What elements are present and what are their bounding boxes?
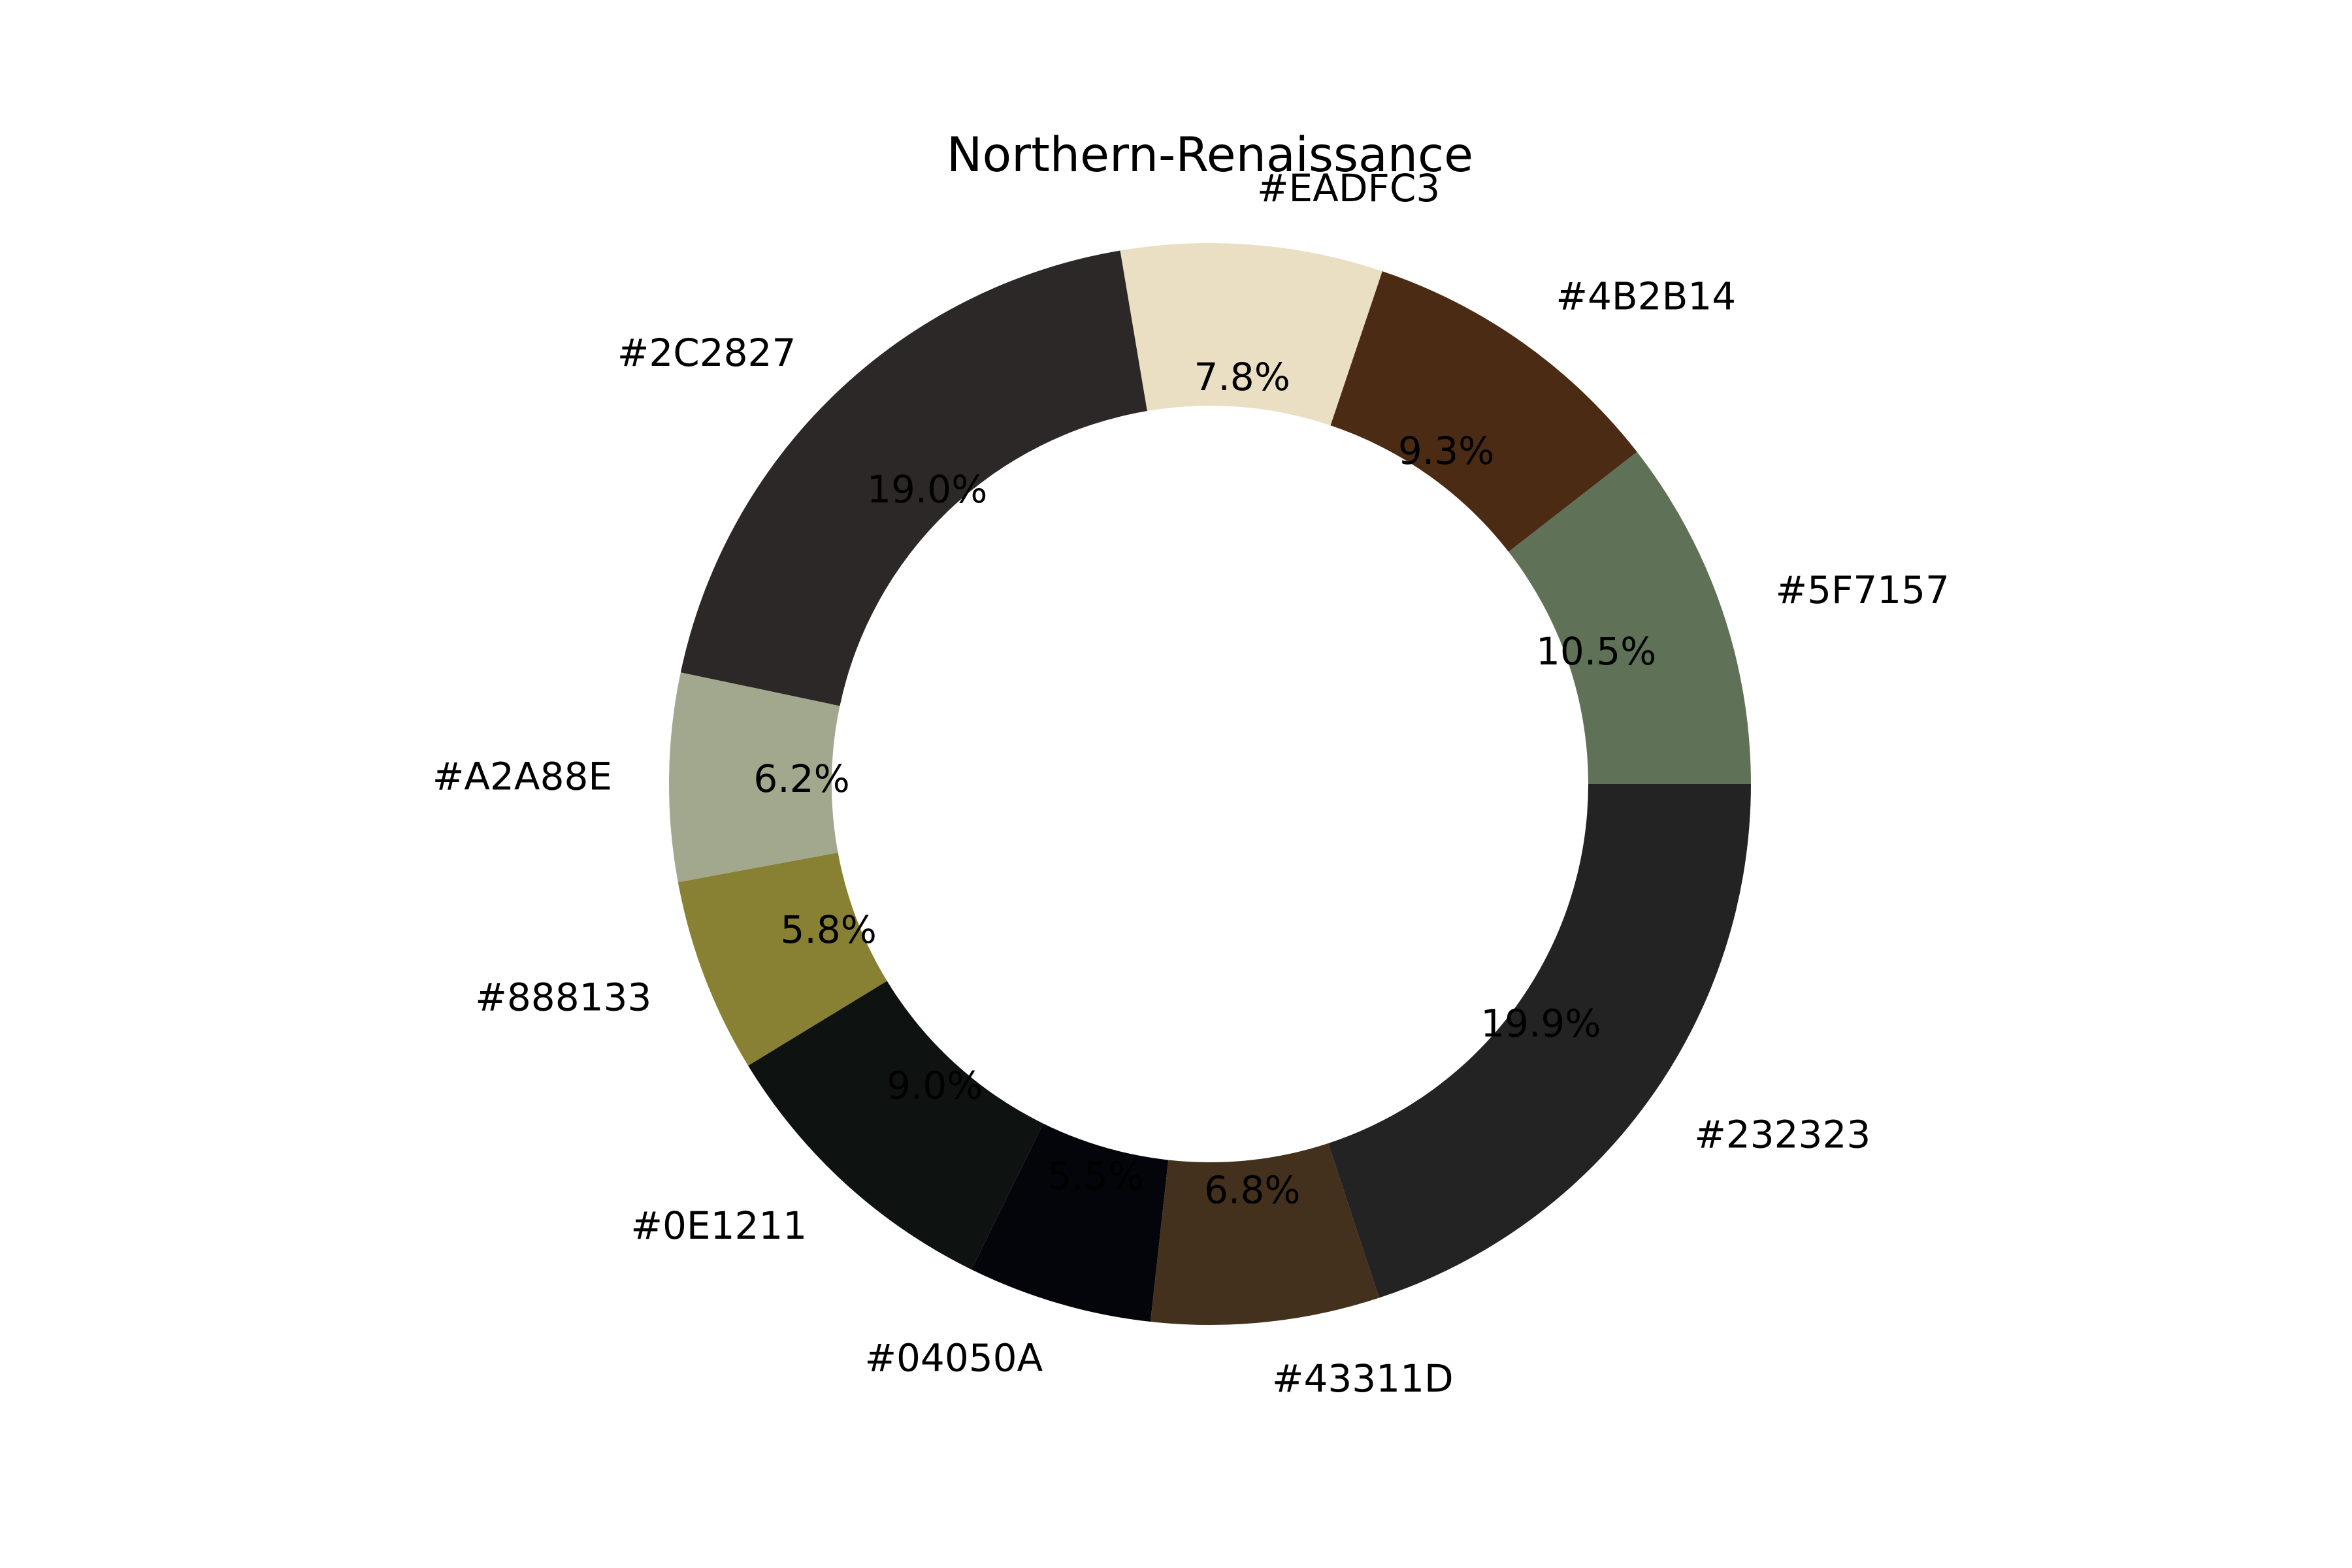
donut-slice <box>668 672 840 883</box>
donut-slices <box>668 242 1751 1325</box>
slice-label: #EADFC3 <box>1257 166 1440 210</box>
percent-label: 19.0% <box>867 467 987 512</box>
percent-label: 6.2% <box>753 757 849 801</box>
slice-label: #43311D <box>1272 1356 1454 1401</box>
slice-label: #2C2827 <box>617 331 796 375</box>
chart-title: Northern-Renaissance <box>947 127 1473 183</box>
slice-label: #888133 <box>475 975 651 1020</box>
percent-label: 6.8% <box>1204 1168 1300 1213</box>
donut-slice <box>748 981 1043 1270</box>
percent-label: 5.8% <box>781 907 877 952</box>
donut-slice <box>678 853 887 1066</box>
donut-slice <box>1330 271 1637 552</box>
slice-label: #232323 <box>1694 1112 1870 1156</box>
slice-label: #5F7157 <box>1775 568 1949 612</box>
donut-slice <box>972 1123 1169 1322</box>
donut-slice <box>1328 784 1751 1298</box>
slice-label: #0E1211 <box>630 1203 807 1248</box>
slice-labels: #5F7157 #4B2B14 #EADFC3 #2C2827 #A2A88E #8881… <box>433 166 1950 1401</box>
percent-label: 9.3% <box>1398 429 1494 473</box>
donut-slice <box>1120 242 1382 426</box>
percent-label: 19.9% <box>1480 1001 1601 1045</box>
percent-label: 9.0% <box>887 1064 983 1108</box>
percent-label: 7.8% <box>1194 355 1290 399</box>
donut-slice <box>1150 1143 1379 1325</box>
slice-label: #04050A <box>864 1336 1043 1380</box>
donut-slice <box>1509 451 1751 784</box>
slice-label: #4B2B14 <box>1556 274 1736 319</box>
slice-label: #A2A88E <box>433 754 612 798</box>
percent-label: 10.5% <box>1536 629 1656 674</box>
percent-label: 5.5% <box>1048 1154 1144 1198</box>
donut-slice <box>680 250 1147 706</box>
percent-labels: 10.5% 9.3% 7.8% 19.0% 6.2% 5.8% 9.0% 5.5% 6.8% 19… <box>753 355 1656 1213</box>
